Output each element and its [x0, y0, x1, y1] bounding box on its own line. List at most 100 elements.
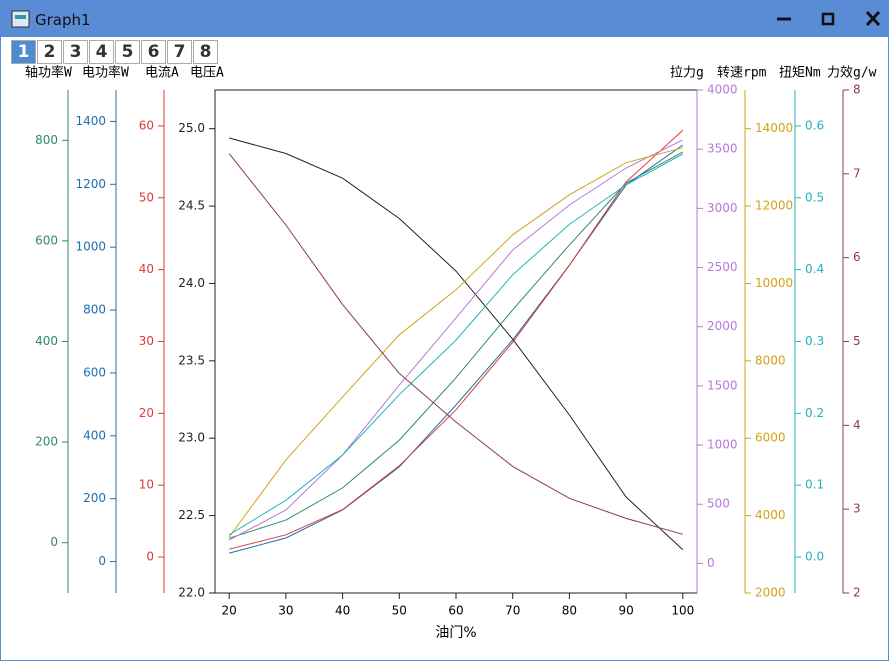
y-axis-title: 轴功率W [25, 65, 72, 81]
y-axis-title: 电功率W [82, 65, 129, 81]
y-tick-label: 40 [139, 262, 154, 276]
y-tick-label: 4000 [755, 508, 786, 522]
y-tick-label: 0 [50, 535, 58, 549]
y-tick-label: 30 [139, 334, 154, 348]
y-tick-label: 10 [139, 478, 154, 492]
y-tick-label: 800 [83, 303, 106, 317]
x-tick-label: 30 [278, 604, 293, 618]
y-tick-label: 10000 [755, 276, 793, 290]
y-axis-title: 拉力g [670, 66, 704, 81]
y-tick-label: 50 [139, 190, 154, 204]
y-tick-label: 6 [853, 250, 861, 264]
y-tick-label: 400 [35, 334, 58, 348]
y-tick-label: 3500 [707, 142, 738, 156]
series-line [228, 153, 684, 536]
y-tick-label: 0.6 [805, 118, 824, 132]
app-icon-detail [15, 15, 26, 19]
x-tick-label: 70 [505, 604, 520, 618]
tab[interactable]: 8 [193, 40, 218, 64]
y-tick-label: 2 [853, 586, 861, 600]
tab[interactable]: 2 [37, 40, 62, 64]
y-tick-label: 6000 [755, 431, 786, 445]
series-line [229, 144, 684, 554]
y-tick-label: 25.0 [178, 121, 205, 135]
y-tick-label: 4000 [707, 83, 738, 97]
series-line [229, 137, 684, 551]
y-tick-label: 2500 [707, 260, 738, 274]
y-axis-title: 电流A [145, 66, 179, 81]
x-tick-label: 80 [562, 604, 577, 618]
x-tick-label: 50 [392, 604, 407, 618]
x-tick-label: 100 [671, 604, 694, 618]
tab[interactable]: 1 [11, 40, 36, 64]
y-tick-label: 600 [83, 365, 106, 379]
tab[interactable]: 6 [141, 40, 166, 64]
y-tick-label: 0.5 [805, 190, 824, 204]
y-tick-label: 400 [83, 428, 106, 442]
y-tick-label: 1000 [707, 438, 738, 452]
y-tick-label: 22.5 [178, 508, 205, 522]
y-axis-title: 转速rpm [717, 66, 767, 81]
y-tick-label: 14000 [755, 121, 793, 135]
y-tick-label: 23.5 [178, 353, 205, 367]
series-line [228, 147, 683, 538]
y-tick-label: 200 [83, 491, 106, 505]
series-line [228, 153, 683, 535]
y-axis-title: 力效g/w [827, 66, 877, 81]
window-controls [11, 10, 881, 28]
y-tick-label: 0 [98, 554, 106, 568]
window-title: Graph1 [35, 11, 91, 29]
y-tick-label: 7 [853, 166, 861, 180]
x-tick-label: 90 [618, 604, 633, 618]
y-tick-label: 24.5 [178, 199, 205, 213]
y-tick-label: 23.0 [178, 431, 205, 445]
y-tick-label: 1500 [707, 378, 738, 392]
x-tick-label: 60 [448, 604, 463, 618]
maximize-button[interactable] [821, 12, 835, 26]
y-tick-label: 5 [853, 334, 861, 348]
x-tick-label: 20 [222, 604, 237, 618]
close-button[interactable] [865, 10, 881, 27]
y-tick-label: 8 [853, 83, 861, 97]
y-tick-label: 0.3 [805, 334, 824, 348]
y-tick-label: 24.0 [178, 276, 205, 290]
y-axis-title: 电压A [190, 66, 224, 81]
y-tick-label: 0.1 [805, 478, 824, 492]
y-tick-label: 20 [139, 406, 154, 420]
y-tick-label: 800 [35, 133, 58, 147]
title-bar: Graph1 [1, 1, 888, 37]
series-line [229, 151, 684, 539]
tab[interactable]: 7 [167, 40, 192, 64]
y-tick-label: 0.2 [805, 406, 824, 420]
y-tick-label: 1400 [75, 114, 106, 128]
y-tick-label: 22.0 [178, 586, 205, 600]
x-tick-label: 40 [335, 604, 350, 618]
tab[interactable]: 3 [63, 40, 88, 64]
y-tick-label: 4 [853, 418, 861, 432]
x-axis-title: 油门% [435, 625, 476, 641]
series-line [229, 129, 684, 550]
y-tick-label: 3000 [707, 201, 738, 215]
y-tick-label: 12000 [755, 199, 793, 213]
y-tick-label: 60 [139, 118, 154, 132]
y-tick-label: 3 [853, 502, 861, 516]
y-axis-title: 扭矩Nm [779, 66, 821, 81]
y-tick-label: 2000 [707, 319, 738, 333]
y-tick-label: 0.0 [805, 550, 824, 564]
y-tick-label: 1000 [75, 240, 106, 254]
y-tick-label: 200 [35, 435, 58, 449]
y-tick-label: 8000 [755, 353, 786, 367]
y-tick-label: 0.4 [805, 262, 824, 276]
y-tick-label: 600 [35, 233, 58, 247]
series-line [228, 139, 684, 541]
y-tick-label: 1200 [75, 177, 106, 191]
y-tick-label: 0 [146, 550, 154, 564]
y-tick-label: 0 [707, 556, 715, 570]
y-tick-label: 500 [707, 497, 730, 511]
tab[interactable]: 4 [89, 40, 114, 64]
y-tick-label: 2000 [755, 586, 786, 600]
tab[interactable]: 5 [115, 40, 140, 64]
